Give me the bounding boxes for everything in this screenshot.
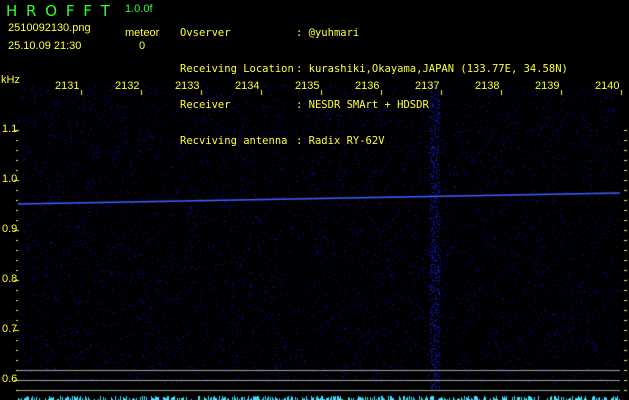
info-row-receiver: Receiver: NESDR SMArt + HDSDR [180,99,429,111]
y-tick-label: 0.9 [2,223,18,235]
app-logo: H R O F F T [6,2,112,20]
unit-label: kHz [1,74,20,86]
x-tick-label: 2132 [115,80,140,92]
y-tick-label: 0.6 [2,373,18,385]
x-tick-label: 2140 [595,80,620,92]
x-tick-label: 2139 [535,80,560,92]
version-label: 1.0.0f [125,3,153,15]
x-tick-label: 2137 [415,80,440,92]
meteor-label: meteor [125,27,160,39]
info-row-antenna: Recviving antenna: Radix RY-62V [180,135,385,147]
x-tick-label: 2135 [295,80,320,92]
y-tick-label: 1.1 [2,123,18,135]
x-tick-label: 2138 [475,80,500,92]
x-tick-label: 2131 [55,80,80,92]
x-tick-label: 2136 [355,80,380,92]
x-tick-label: 2134 [235,80,260,92]
filename: 2510092130.png [8,22,91,34]
x-tick-label: 2133 [175,80,200,92]
y-tick-label: 0.7 [2,323,18,335]
datetime: 25.10.09 21:30 [8,40,82,52]
info-row-location: Receiving Location: kurashiki,Okayama,JA… [180,63,568,75]
y-tick-label: 0.8 [2,273,18,285]
info-row-observer: Ovserver: @yuhmari [180,27,360,39]
y-tick-label: 1.0 [2,173,18,185]
station-info: Ovserver: @yuhmari Receiving Location: k… [180,3,568,159]
meteor-count: 0 [139,40,146,52]
